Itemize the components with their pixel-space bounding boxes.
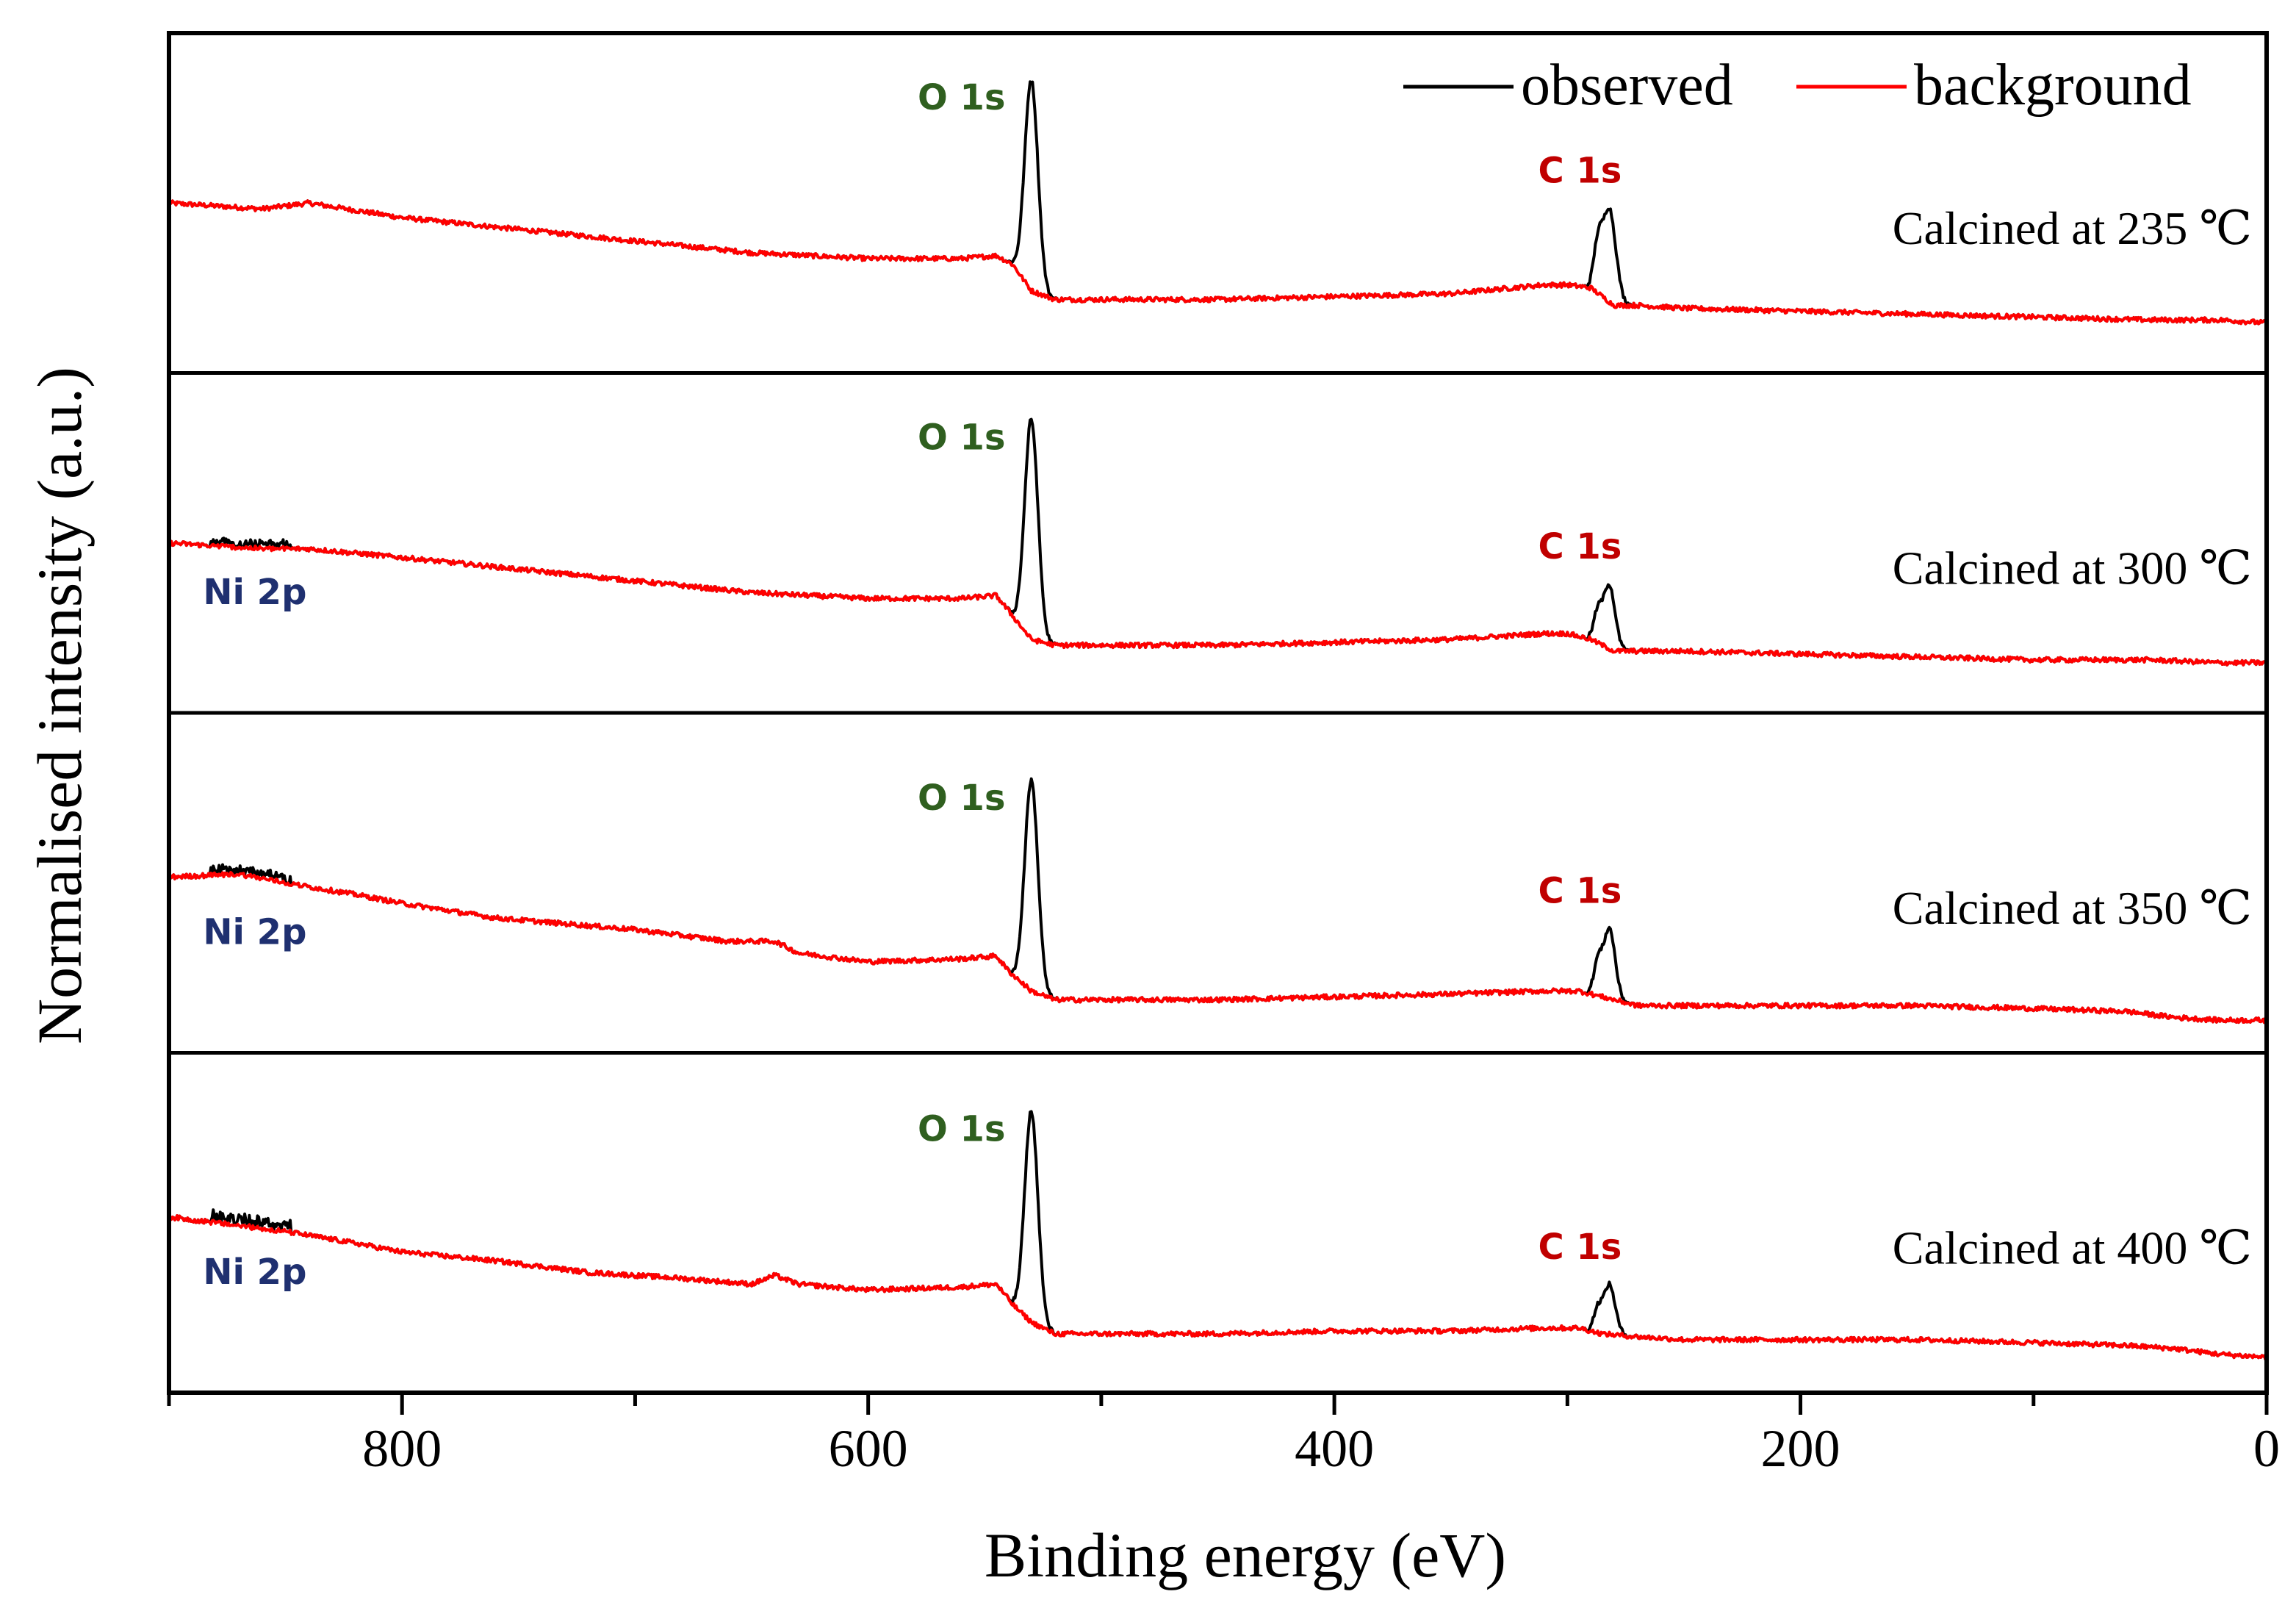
panel-3: O 1s C 1s Ni 2p Calcined at 350 ℃: [168, 777, 2268, 1024]
peak-label: Ni 2p: [203, 572, 306, 613]
y-axis-title: Normalised intensity (a.u.): [24, 367, 95, 1044]
panel-label: Calcined at 350 ℃: [1893, 882, 2252, 934]
x-tick-label: 200: [1761, 1419, 1840, 1478]
peak-label: Ni 2p: [203, 912, 306, 953]
background-line: [168, 539, 2268, 667]
panel-4: O 1s C 1s Ni 2p Calcined at 400 ℃: [168, 1109, 2268, 1361]
x-tick-label: 800: [362, 1419, 442, 1478]
peak-label: C 1s: [1538, 526, 1622, 567]
plot-frame: [167, 31, 2269, 1395]
peak-label: C 1s: [1538, 150, 1622, 191]
peak-label: C 1s: [1538, 1227, 1622, 1268]
x-axis-title: Binding energy (eV): [985, 1520, 1506, 1590]
peak-label: C 1s: [1538, 870, 1622, 911]
peak-label: O 1s: [918, 417, 1005, 459]
x-tick-label: 400: [1295, 1419, 1374, 1478]
legend-observed-label: observed: [1521, 53, 1733, 118]
legend: observed background: [1403, 53, 2192, 118]
x-axis: 800 600 400 200 0: [167, 1393, 2280, 1478]
panel-label: Calcined at 235 ℃: [1893, 202, 2252, 254]
x-tick-label: 0: [2253, 1419, 2280, 1478]
peak-label: O 1s: [918, 778, 1005, 819]
panels-layer: O 1s C 1s Calcined at 235 ℃ O 1s C 1s Ni 2p Ca…: [168, 77, 2268, 1361]
peak-label: Ni 2p: [203, 1252, 306, 1293]
frame-layer: [167, 31, 2269, 1395]
background-line: [168, 871, 2268, 1024]
background-line: [168, 1214, 2268, 1361]
background-line: [168, 199, 2268, 326]
panel-1: O 1s C 1s Calcined at 235 ℃: [168, 77, 2268, 326]
panel-label: Calcined at 300 ℃: [1893, 542, 2252, 594]
peak-label: O 1s: [918, 77, 1005, 118]
legend-background-label: background: [1914, 53, 2192, 118]
panel-2: O 1s C 1s Ni 2p Calcined at 300 ℃: [168, 417, 2268, 667]
peak-label: O 1s: [918, 1109, 1005, 1150]
panel-label: Calcined at 400 ℃: [1893, 1221, 2252, 1274]
x-tick-label: 600: [829, 1419, 908, 1478]
